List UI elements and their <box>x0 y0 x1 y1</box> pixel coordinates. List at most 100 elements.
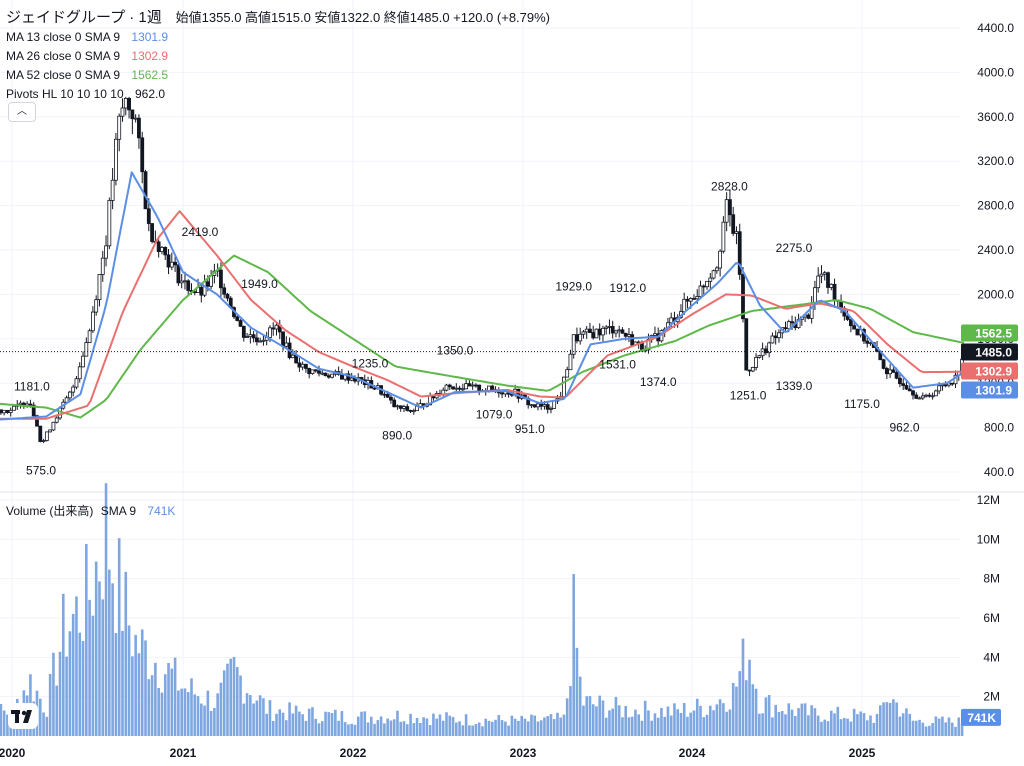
tradingview-logo-icon[interactable] <box>8 703 38 729</box>
candle-body <box>767 342 772 354</box>
ma26-line[interactable] <box>0 210 964 420</box>
candle-body <box>313 369 318 372</box>
candle-body <box>747 369 752 372</box>
indicator-label: MA 13 close 0 SMA 9 <box>6 30 121 44</box>
volume-legend[interactable]: Volume (出来高) SMA 9 741K <box>6 502 175 519</box>
ma13-line[interactable] <box>0 171 965 421</box>
volume-bar <box>239 675 242 736</box>
volume-bar <box>569 686 572 736</box>
candle-body <box>284 342 289 347</box>
candle-body <box>562 376 566 397</box>
volume-bar <box>731 682 735 736</box>
volume-bar <box>608 710 611 736</box>
candle-body <box>35 415 39 427</box>
volume-bar <box>829 710 833 736</box>
candle-body <box>744 318 749 371</box>
volume-bar <box>101 599 105 736</box>
candle-body <box>271 327 276 330</box>
candle-body <box>444 384 449 391</box>
volume-bar <box>203 705 206 736</box>
price-badge-label: 1485.0 <box>975 346 1012 360</box>
volume-bar <box>464 714 468 736</box>
volume-bar <box>409 713 412 736</box>
volume-bar <box>898 716 902 736</box>
volume-bar <box>539 720 543 736</box>
volume-label: Volume (出来高) <box>6 504 94 518</box>
pivot-label: 1181.0 <box>14 379 50 393</box>
volume-bar <box>196 696 200 736</box>
volume-bar <box>131 656 134 736</box>
candle-body <box>225 293 230 299</box>
volume-bar <box>117 538 121 736</box>
candle-body <box>317 370 321 374</box>
volume-bar <box>901 713 905 736</box>
candle-body <box>907 388 912 392</box>
volume-bar <box>144 640 147 736</box>
candle-body <box>202 281 207 296</box>
candle-body <box>711 270 716 279</box>
volume-bar <box>911 720 915 736</box>
volume-axis[interactable]: 12M 10M 8M 6M 4M 2M <box>977 493 1000 704</box>
candle-body <box>695 296 700 300</box>
volume-bar <box>820 721 823 736</box>
pivot-label: 2275.0 <box>776 241 813 255</box>
candle-body <box>349 377 354 381</box>
pivot-label: 2419.0 <box>182 225 219 239</box>
indicator-ma26[interactable]: MA 26 close 0 SMA 9 1302.9 <box>6 47 550 66</box>
candle-body <box>884 368 889 375</box>
volume-bar <box>147 679 151 736</box>
candle-body <box>454 387 459 390</box>
candle-body <box>630 334 635 346</box>
candle-body <box>940 384 945 387</box>
candle-body <box>881 359 886 369</box>
volume-bar <box>468 725 471 736</box>
volume-bar <box>660 707 663 736</box>
collapse-legend-button[interactable]: ︿ <box>8 102 36 122</box>
volume-bar <box>242 703 246 736</box>
candle-body <box>160 246 164 253</box>
volume-bar <box>6 714 9 736</box>
price-tick-label: 2000.0 <box>977 287 1014 301</box>
volume-badge-label: 741K <box>967 711 996 725</box>
indicator-pivots[interactable]: Pivots HL 10 10 10 10 962.0 <box>6 85 550 104</box>
candle-body <box>104 245 108 259</box>
volume-bar <box>543 717 546 736</box>
volume-bar <box>68 631 72 736</box>
candle-body <box>90 311 95 332</box>
volume-bar <box>578 676 582 736</box>
candle-body <box>100 257 105 275</box>
volume-bar <box>944 722 947 736</box>
volume-bar <box>702 717 706 736</box>
price-tick-label: 400.0 <box>984 465 1014 479</box>
indicator-value: 1301.9 <box>131 30 169 44</box>
candle-body <box>542 404 547 407</box>
candle-body <box>107 200 112 247</box>
volume-bar <box>869 715 872 736</box>
candle-body <box>94 299 99 313</box>
candle-body <box>734 231 739 234</box>
candle-body <box>169 261 174 268</box>
volume-bar <box>222 670 226 736</box>
volume-bar <box>774 704 777 736</box>
time-axis[interactable]: 2020 2021 2022 2023 2024 2025 <box>0 746 876 760</box>
ma52-line[interactable] <box>0 254 965 419</box>
volume-bar <box>278 709 282 736</box>
indicator-label: MA 52 close 0 SMA 9 <box>6 68 121 82</box>
candle-body <box>183 280 187 283</box>
price-badge <box>961 324 1018 342</box>
indicator-ma13[interactable]: MA 13 close 0 SMA 9 1301.9 <box>6 28 550 47</box>
candle-body <box>705 280 709 288</box>
price-axis[interactable]: 4400.0 4000.0 3600.0 3200.0 2800.0 2400.0 2000… <box>977 21 1014 479</box>
candle-body <box>901 383 906 386</box>
candle-body <box>721 221 726 252</box>
candle-body <box>614 330 618 334</box>
candle-body <box>682 298 687 313</box>
volume-bar <box>481 726 484 736</box>
volume-bar <box>441 720 445 736</box>
candle-body <box>832 283 837 301</box>
indicator-ma52[interactable]: MA 52 close 0 SMA 9 1562.5 <box>6 66 550 85</box>
volume-bar <box>507 725 510 736</box>
volume-bar <box>373 723 376 736</box>
volume-bar <box>55 685 59 736</box>
